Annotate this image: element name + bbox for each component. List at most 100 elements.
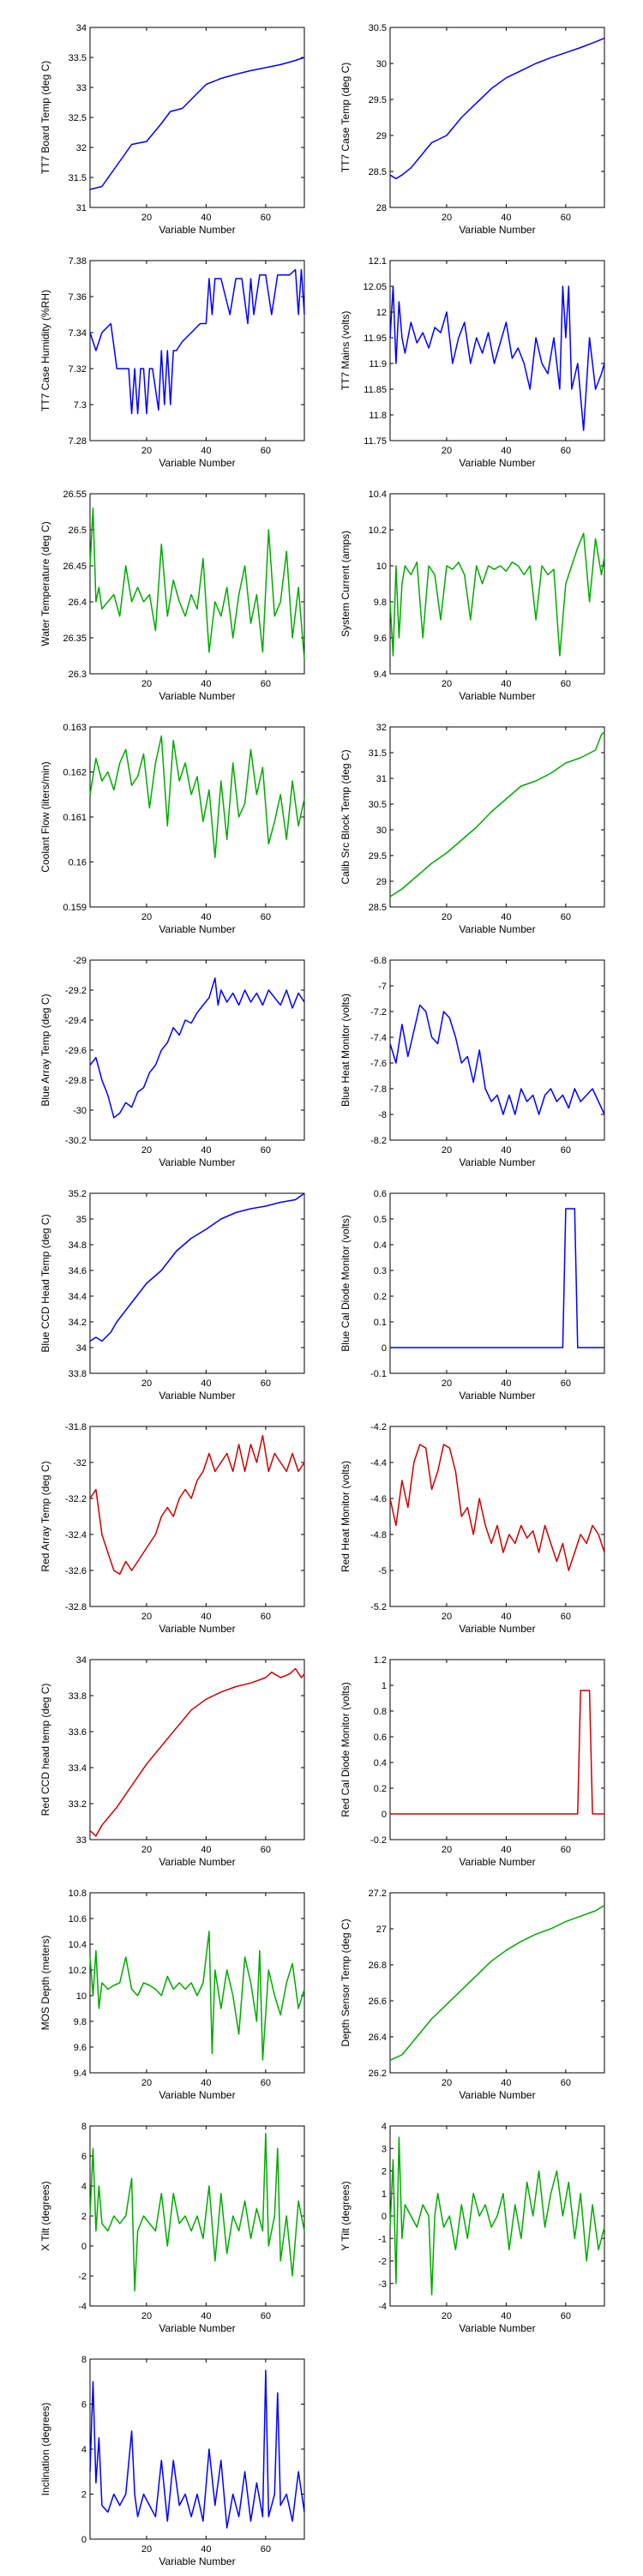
y-tick-label: 35 xyxy=(76,1215,87,1225)
y-axis-label: Inclination (degrees) xyxy=(39,2403,51,2496)
y-tick-label: 10.4 xyxy=(69,1940,87,1950)
x-tick-label: 60 xyxy=(261,912,271,922)
y-tick-label: 0.5 xyxy=(374,1215,387,1225)
y-tick-label: -29.4 xyxy=(65,1016,87,1026)
series-line xyxy=(389,1905,605,2061)
y-tick-label: 11.95 xyxy=(364,333,387,344)
y-tick-label: 33 xyxy=(76,83,87,93)
y-tick-label: 33.8 xyxy=(69,1369,87,1379)
series-line xyxy=(390,1690,604,1815)
y-tick-label: -4.8 xyxy=(370,1530,387,1540)
x-tick-label: 60 xyxy=(561,1845,571,1855)
y-tick-label: -32.8 xyxy=(65,1602,87,1612)
series-line xyxy=(89,1434,305,1575)
x-tick-label: 40 xyxy=(501,912,511,922)
y-tick-label: 0.6 xyxy=(374,1732,387,1743)
chart-panel-4: 11.75 11.8 11.85 11.9 11.95 12 12.05 12.1 20 40 60… xyxy=(340,256,605,469)
y-tick-label: 11.75 xyxy=(364,436,387,447)
y-axis-label: TT7 Case Temp (deg C) xyxy=(340,63,352,173)
y-tick-label: 26.2 xyxy=(369,2069,387,2079)
series-line xyxy=(390,1208,604,1348)
y-axis-label: TT7 Board Temp (deg C) xyxy=(39,61,51,175)
series-line xyxy=(89,268,305,415)
y-tick-label: 0.6 xyxy=(374,1189,387,1199)
y-tick-label: -2 xyxy=(78,2272,87,2282)
y-tick-label: 26.45 xyxy=(63,561,87,572)
plot-area xyxy=(389,1192,605,1374)
x-tick-label: 20 xyxy=(141,2078,152,2088)
chart-panel-9: -30.2 -30 -29.8 -29.6 -29.4 -29.2 -29 20 40 60 Var… xyxy=(39,956,305,1168)
y-tick-label: 34.6 xyxy=(69,1266,87,1276)
x-axis-label: Variable Number xyxy=(459,1390,535,1402)
x-tick-label: 40 xyxy=(501,2078,511,2088)
y-tick-label: 28 xyxy=(376,203,387,213)
y-tick-label: -7 xyxy=(378,982,387,992)
plot-area xyxy=(389,27,605,208)
y-tick-label: 33.6 xyxy=(69,1727,87,1738)
x-tick-label: 60 xyxy=(261,2311,271,2321)
x-axis-label: Variable Number xyxy=(459,2089,535,2101)
y-tick-label: 0.163 xyxy=(63,723,87,733)
y-tick-label: 34 xyxy=(76,1655,87,1666)
x-axis-label: Variable Number xyxy=(159,1856,235,1868)
y-tick-label: 30.5 xyxy=(369,23,387,33)
y-tick-label: 27 xyxy=(376,1924,387,1935)
plot-area xyxy=(389,726,605,908)
y-tick-label: -29.2 xyxy=(65,986,87,996)
y-tick-label: -1 xyxy=(378,2234,387,2244)
y-tick-label: 28.5 xyxy=(369,903,387,913)
y-tick-label: 34.8 xyxy=(69,1240,87,1251)
y-tick-label: 10 xyxy=(376,561,387,572)
y-tick-label: 32 xyxy=(76,143,87,153)
chart-panel-3: 7.28 7.3 7.32 7.34 7.36 7.38 20 40 60 Variable Nu… xyxy=(39,256,305,469)
series-line xyxy=(89,1192,305,1342)
y-tick-label: 10.6 xyxy=(69,1914,87,1924)
chart-panel-13: -32.8 -32.6 -32.4 -32.2 -32 -31.8 20 40 60 Variab… xyxy=(39,1422,305,1635)
series-line xyxy=(389,2136,605,2296)
x-tick-label: 60 xyxy=(561,213,571,223)
x-axis-label: Variable Number xyxy=(159,224,235,236)
y-tick-label: 8 xyxy=(81,2122,87,2132)
y-tick-label: 10.2 xyxy=(369,525,387,536)
chart-panel-21: 0 2 4 6 8 20 40 60 Variable Number Inclination (d… xyxy=(39,2355,305,2567)
x-axis-label: Variable Number xyxy=(459,457,535,469)
y-tick-label: 11.85 xyxy=(364,385,387,395)
y-tick-label: 0 xyxy=(81,2242,87,2252)
y-tick-label: -30 xyxy=(73,1106,87,1116)
y-tick-label: 12.05 xyxy=(363,282,387,292)
x-tick-label: 20 xyxy=(442,1378,452,1389)
y-tick-label: -29 xyxy=(73,956,87,966)
y-tick-label: 11.8 xyxy=(369,411,387,421)
y-tick-label: 33 xyxy=(76,1835,87,1846)
chart-panel-16: -0.2 0 0.2 0.4 0.6 0.8 1 1.2 20 40 60 Variable Numb… xyxy=(340,1655,605,1868)
y-axis-label: Blue Cal Diode Monitor (volts) xyxy=(340,1215,352,1351)
x-tick-label: 60 xyxy=(561,1612,571,1622)
y-axis-label: System Current (amps) xyxy=(340,531,352,637)
x-tick-label: 20 xyxy=(442,1612,452,1622)
x-axis-label: Variable Number xyxy=(159,2089,235,2101)
x-tick-label: 40 xyxy=(201,446,211,456)
y-tick-label: 1.2 xyxy=(374,1655,387,1666)
x-tick-label: 60 xyxy=(561,1378,571,1389)
y-tick-label: 7.38 xyxy=(69,256,87,267)
y-tick-label: 31 xyxy=(76,203,87,213)
y-tick-label: -31.8 xyxy=(65,1422,87,1432)
x-tick-label: 60 xyxy=(561,2311,571,2321)
y-tick-label: 6 xyxy=(81,2152,87,2162)
y-tick-label: 11.9 xyxy=(369,359,387,369)
y-tick-label: 10.8 xyxy=(69,1888,87,1899)
y-axis-label: Depth Sensor Temp (deg C) xyxy=(340,1918,352,2046)
x-tick-label: 40 xyxy=(201,2311,211,2321)
series-line xyxy=(389,532,605,657)
y-tick-label: 12.1 xyxy=(369,256,387,267)
x-tick-label: 60 xyxy=(561,912,571,922)
x-tick-label: 40 xyxy=(501,1845,511,1855)
y-tick-label: -29.8 xyxy=(65,1076,87,1086)
x-tick-label: 20 xyxy=(442,1845,452,1855)
y-tick-label: 0.4 xyxy=(374,1758,387,1768)
x-axis-label: Variable Number xyxy=(459,2322,535,2334)
x-tick-label: 40 xyxy=(201,1845,211,1855)
y-tick-label: 26.5 xyxy=(69,525,87,536)
y-tick-label: 2 xyxy=(81,2490,87,2501)
y-tick-label: 0.1 xyxy=(374,1318,387,1328)
